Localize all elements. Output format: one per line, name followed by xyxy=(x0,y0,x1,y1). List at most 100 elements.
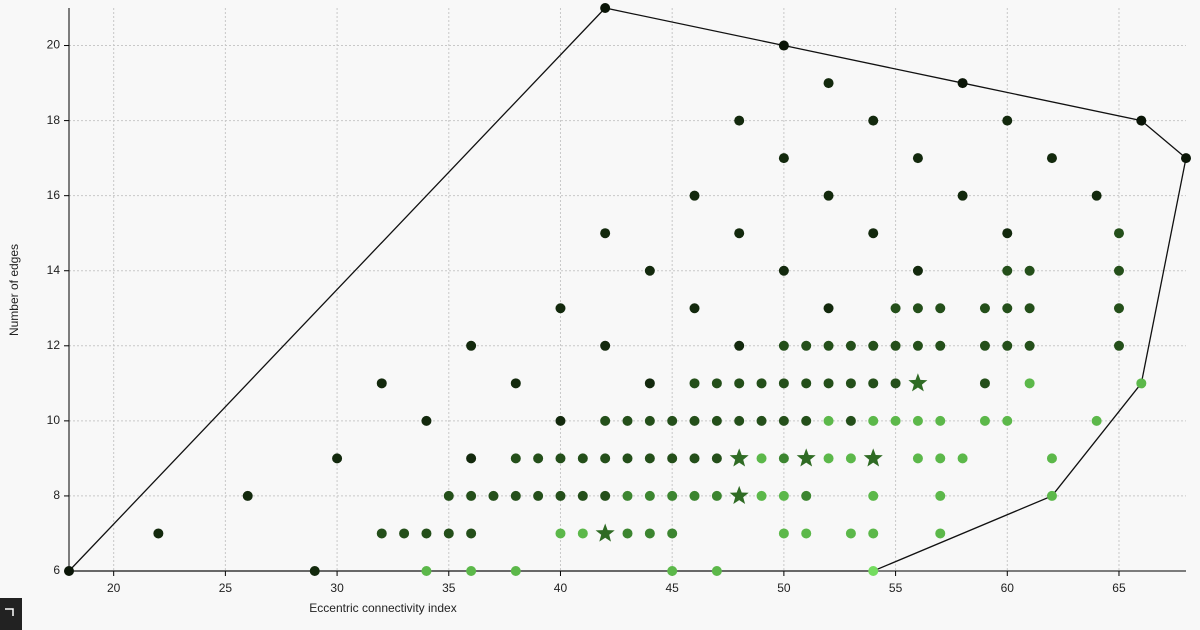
star-point xyxy=(863,448,883,467)
point xyxy=(868,115,879,126)
point xyxy=(555,490,566,501)
point xyxy=(868,340,879,351)
point xyxy=(979,415,990,426)
point xyxy=(153,528,164,539)
x-tick-label: 25 xyxy=(219,581,233,595)
point xyxy=(533,490,544,501)
y-tick-label: 8 xyxy=(53,488,60,502)
point xyxy=(242,490,253,501)
y-tick-label: 10 xyxy=(47,413,61,427)
point xyxy=(466,453,477,464)
point xyxy=(823,453,834,464)
y-tick-label: 14 xyxy=(47,263,61,277)
point xyxy=(600,453,611,464)
point xyxy=(622,528,633,539)
point xyxy=(711,566,722,576)
point xyxy=(1024,303,1035,314)
point xyxy=(1046,490,1057,501)
point xyxy=(734,115,745,126)
point xyxy=(622,453,633,464)
x-tick-label: 40 xyxy=(554,581,568,595)
point xyxy=(845,340,856,351)
point xyxy=(711,415,722,426)
point xyxy=(399,528,410,539)
point xyxy=(555,528,566,539)
point xyxy=(711,378,722,389)
point xyxy=(912,153,923,164)
point xyxy=(734,378,745,389)
point xyxy=(622,490,633,501)
point xyxy=(1002,340,1013,351)
point xyxy=(823,415,834,426)
point xyxy=(935,340,946,351)
point xyxy=(979,378,990,389)
x-tick-label: 65 xyxy=(1112,581,1126,595)
point xyxy=(756,415,767,426)
point xyxy=(466,490,477,501)
point xyxy=(734,228,745,239)
point xyxy=(488,490,499,501)
point xyxy=(667,490,678,501)
y-tick-label: 18 xyxy=(47,113,61,127)
star-point xyxy=(796,448,816,467)
point xyxy=(510,378,521,389)
star-point xyxy=(908,373,928,392)
point xyxy=(466,566,477,576)
point xyxy=(845,378,856,389)
point xyxy=(778,378,789,389)
point xyxy=(912,265,923,276)
point xyxy=(577,453,588,464)
point xyxy=(868,528,879,539)
star-point xyxy=(729,485,749,504)
point xyxy=(935,528,946,539)
point xyxy=(912,303,923,314)
point xyxy=(510,490,521,501)
point xyxy=(1181,153,1191,164)
point xyxy=(756,453,767,464)
point xyxy=(823,303,834,314)
point xyxy=(510,566,521,576)
point xyxy=(443,490,454,501)
point xyxy=(600,3,611,13)
point xyxy=(376,378,387,389)
y-tick-label: 6 xyxy=(53,563,60,577)
x-tick-label: 35 xyxy=(442,581,456,595)
point xyxy=(845,528,856,539)
point xyxy=(778,265,789,276)
point xyxy=(577,528,588,539)
point xyxy=(711,453,722,464)
corner-button[interactable] xyxy=(0,598,22,630)
x-tick-label: 30 xyxy=(330,581,344,595)
point xyxy=(935,453,946,464)
point xyxy=(823,190,834,201)
point xyxy=(801,490,812,501)
point xyxy=(644,453,655,464)
point xyxy=(64,566,74,576)
point xyxy=(801,378,812,389)
point xyxy=(801,415,812,426)
point xyxy=(466,340,477,351)
point xyxy=(935,415,946,426)
corner-icon xyxy=(5,608,14,616)
point xyxy=(1113,265,1124,276)
point xyxy=(689,415,700,426)
point xyxy=(979,303,990,314)
point xyxy=(421,566,432,576)
point xyxy=(555,415,566,426)
point xyxy=(600,415,611,426)
point xyxy=(957,78,968,89)
point xyxy=(778,528,789,539)
point xyxy=(1024,378,1035,389)
point xyxy=(644,415,655,426)
point xyxy=(1113,340,1124,351)
point xyxy=(935,303,946,314)
point xyxy=(1046,153,1057,164)
point xyxy=(309,566,320,576)
point xyxy=(443,528,454,539)
point xyxy=(756,490,767,501)
point xyxy=(689,378,700,389)
point xyxy=(823,78,834,89)
point xyxy=(667,566,678,576)
